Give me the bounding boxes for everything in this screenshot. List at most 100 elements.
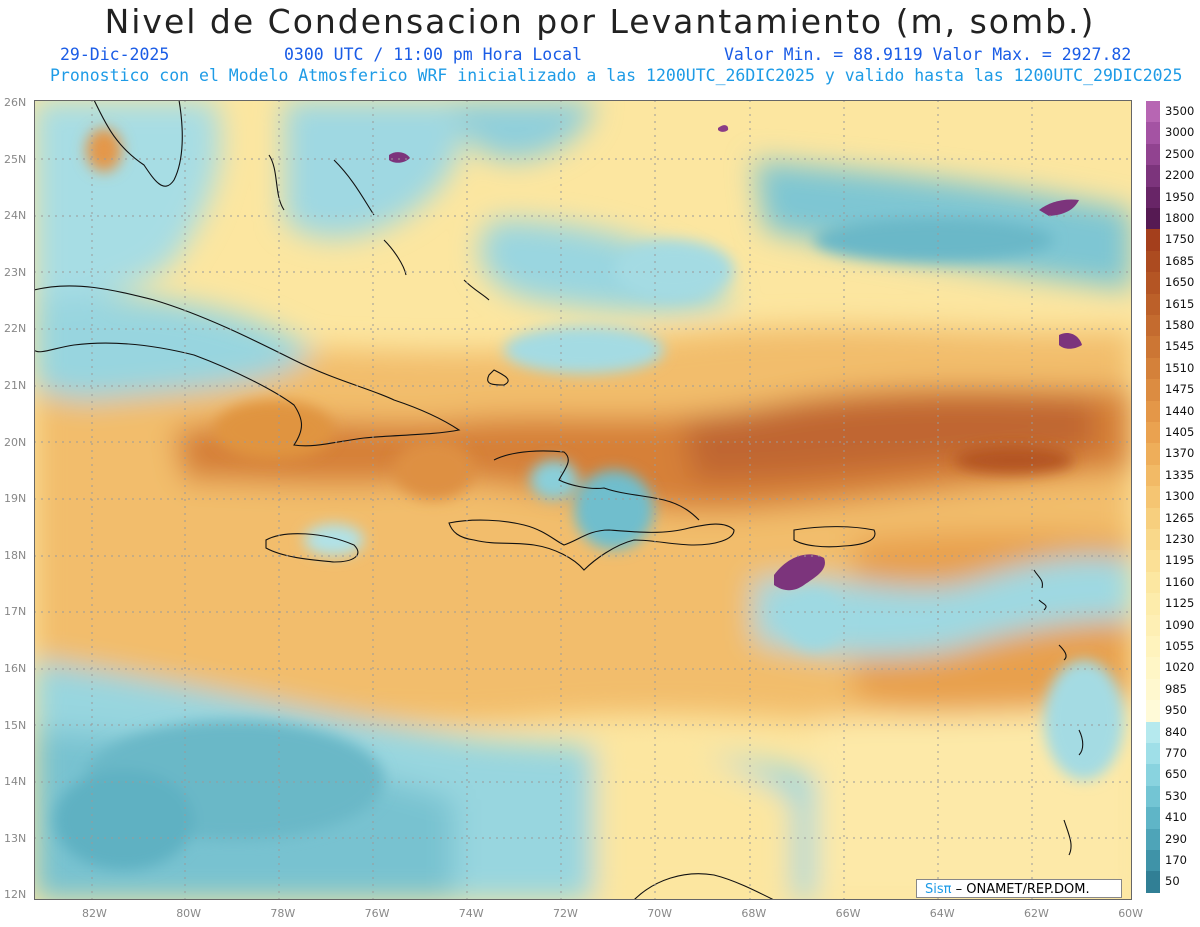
colorbar-swatch [1146,143,1160,166]
colorbar-label: 1800 [1165,211,1195,225]
lat-label: 22N [4,322,27,336]
lon-label: 70W [647,907,673,920]
colorbar-label: 3500 [1165,104,1195,118]
lon-label: 76W [364,907,390,920]
colorbar-swatch [1146,250,1160,273]
colorbar-label: 1440 [1165,403,1195,418]
lat-label: 25N [4,152,27,166]
lon-label: 80W [176,907,202,920]
colorbar-label: 1230 [1165,532,1195,546]
lcl-map [34,100,1132,900]
lat-label: 12N [4,888,27,902]
colorbar-label: 1125 [1165,596,1195,611]
colorbar-swatch [1146,422,1160,444]
colorbar-swatch [1146,400,1160,422]
map-title: Nivel de Condensacion por Levantamiento … [104,2,1096,41]
colorbar-label: 840 [1165,724,1187,739]
colorbar-label: 530 [1165,788,1187,803]
colorbar-label: 1195 [1165,553,1195,568]
colorbar-swatch [1146,315,1160,337]
colorbar-label: 1160 [1165,574,1195,589]
lat-label: 14N [4,775,27,789]
colorbar-swatch [1146,379,1160,401]
lat-label: 13N [4,831,27,845]
colorbar-label: 410 [1165,810,1187,825]
colorbar-swatch [1146,507,1160,529]
colorbar-swatch [1146,357,1160,380]
lat-label: 18N [4,548,27,562]
colorbar-label: 1615 [1165,296,1195,311]
colorbar-swatch [1146,229,1160,251]
colorbar-label: 50 [1165,874,1180,889]
lon-label: 78W [270,907,296,920]
lon-label: 72W [553,907,578,920]
colorbar-swatch [1146,743,1160,765]
lon-label: 60W [1118,907,1144,920]
lat-label: 20N [4,435,27,449]
lat-label: 17N [4,605,27,619]
colorbar-label: 1510 [1165,360,1195,375]
colorbar-swatch [1146,208,1160,230]
colorbar-label: 1300 [1165,489,1195,504]
colorbar-swatch [1146,571,1160,594]
colorbar-label: 1580 [1165,318,1195,332]
lon-label: 82W [82,907,107,920]
colorbar-label: 1950 [1165,189,1195,204]
shaded-field-details [54,128,1124,870]
colorbar-swatch [1146,700,1160,722]
colorbar-swatch [1146,186,1160,208]
forecast-subtitle: Pronostico con el Modelo Atmosferico WRF… [50,66,1183,85]
colorbar-swatch [1146,550,1160,572]
colorbar-label: 1750 [1165,232,1195,247]
colorbar-label: 985 [1165,681,1187,696]
colorbar-swatch [1146,678,1160,701]
colorbar-swatch [1146,721,1160,743]
lat-label: 24N [4,209,27,223]
lon-label: 68W [741,907,767,920]
colorbar-swatch [1146,293,1160,315]
colorbar-swatch [1146,529,1160,551]
colorbar-label: 170 [1165,853,1187,867]
lon-label: 74W [458,907,484,920]
colorbar-label: 1545 [1165,339,1195,354]
forecast-date: 29-Dic-2025 [60,45,170,64]
colorbar-swatch [1146,636,1160,658]
colorbar-label: 770 [1165,746,1187,760]
colorbar-label: 290 [1165,831,1187,846]
map-frame [34,100,1132,900]
colorbar-swatch [1146,165,1160,187]
lat-label: 23N [4,265,27,279]
lon-label: 64W [929,907,955,920]
colorbar-swatch [1146,101,1160,123]
lat-label: 19N [4,492,27,506]
colorbar-swatch [1146,272,1160,294]
colorbar-label: 650 [1165,767,1187,782]
lat-label: 16N [4,662,27,675]
colorbar-swatch [1146,486,1160,508]
colorbar-label: 1650 [1165,275,1195,290]
colorbar-swatch [1146,657,1160,679]
colorbar-swatch [1146,764,1160,786]
colorbar-swatch [1146,614,1160,636]
colorbar-swatch [1146,593,1160,615]
colorbar-label: 1370 [1165,446,1195,461]
credit-text: – ONAMET/REP.DOM. [955,882,1090,897]
lat-label: 21N [4,379,27,392]
maxima-patches [389,125,1082,591]
colorbar-label: 3000 [1165,125,1195,140]
colorbar-label: 2500 [1165,146,1195,161]
colorbar-swatch [1146,443,1160,465]
colorbar-swatch [1146,464,1160,487]
colorbar-label: 1020 [1165,660,1195,675]
colorbar-label: 1405 [1165,425,1195,439]
colorbar-swatch [1146,850,1160,872]
value-min-max: Valor Min. = 88.9119 Valor Max. = 2927.8… [724,45,1132,64]
colorbar-label: 1090 [1165,617,1195,632]
sispi-logo: Sisπ [925,882,952,897]
colorbar-label: 2200 [1165,168,1195,183]
colorbar-swatch [1146,785,1160,808]
colorbar-swatch [1146,871,1160,893]
lat-label: 15N [4,718,27,732]
lon-label: 62W [1024,907,1049,920]
colorbar-swatch [1146,122,1160,144]
